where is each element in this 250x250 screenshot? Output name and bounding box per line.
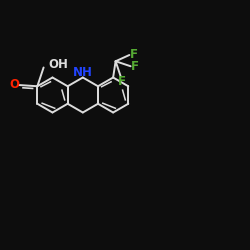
Text: F: F <box>130 48 138 61</box>
Text: OH: OH <box>48 58 68 71</box>
Text: O: O <box>9 78 19 90</box>
Text: NH: NH <box>73 66 93 80</box>
Text: F: F <box>118 75 126 88</box>
Text: F: F <box>131 60 139 73</box>
